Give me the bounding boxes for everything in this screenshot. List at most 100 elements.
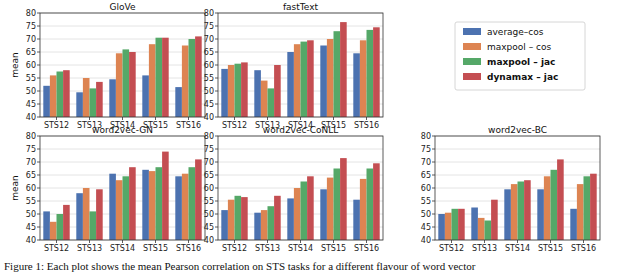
x-tick-label: STS14 <box>288 244 313 253</box>
tick-label: 40 <box>204 113 214 122</box>
x-tick <box>155 240 156 243</box>
grid-line <box>218 149 383 150</box>
bar <box>367 169 374 241</box>
tick <box>37 162 40 163</box>
x-tick <box>89 117 90 120</box>
tick-label: 50 <box>26 210 36 219</box>
bar <box>116 53 123 117</box>
bar <box>261 210 268 240</box>
x-tick-label: STS12 <box>222 121 247 130</box>
x-tick <box>366 240 367 243</box>
bar <box>334 169 341 241</box>
bar <box>90 211 97 240</box>
tick-label: 55 <box>204 74 214 83</box>
bar <box>254 70 261 117</box>
bar <box>301 182 308 241</box>
bar <box>445 213 452 240</box>
grid-line <box>40 175 205 176</box>
frame <box>40 13 205 117</box>
x-tick-label: STS12 <box>44 244 69 253</box>
tick <box>37 91 40 92</box>
legend-swatch <box>463 28 481 35</box>
bar <box>518 182 525 241</box>
tick <box>215 214 218 215</box>
bar <box>524 180 531 240</box>
bar <box>353 200 360 240</box>
bar <box>96 189 103 240</box>
bars <box>438 159 596 240</box>
bar <box>551 170 558 240</box>
x-tick-label: STS12 <box>439 244 464 253</box>
x-tick <box>188 240 189 243</box>
bar <box>320 189 327 240</box>
tick <box>37 78 40 79</box>
bar <box>142 170 149 240</box>
bar <box>235 196 242 240</box>
panel-title: word2vec-BC <box>488 125 547 135</box>
x-tick <box>155 117 156 120</box>
bars <box>221 22 379 117</box>
tick-label: 45 <box>26 223 36 232</box>
tick-label: 75 <box>204 145 214 154</box>
tick-label: 70 <box>26 158 36 167</box>
bar <box>254 213 261 240</box>
bars <box>43 36 201 117</box>
legend-label: maxpool – jac <box>487 57 555 67</box>
bar <box>109 79 116 117</box>
grid-line <box>435 162 600 163</box>
bar <box>452 209 459 240</box>
bar <box>195 36 202 117</box>
bars <box>221 158 379 240</box>
x-tick <box>56 117 57 120</box>
bar <box>327 39 334 117</box>
bar <box>268 206 275 240</box>
tick-label: 60 <box>421 184 431 193</box>
tick <box>432 227 435 228</box>
bar <box>109 174 116 240</box>
bar <box>274 196 281 240</box>
bar <box>129 52 136 117</box>
x-tick <box>267 117 268 120</box>
tick <box>37 117 40 118</box>
tick <box>215 149 218 150</box>
bar <box>307 176 314 240</box>
bar <box>175 176 182 240</box>
grid-line <box>40 149 205 150</box>
bar <box>373 27 380 117</box>
tick-label: 40 <box>421 236 431 245</box>
tick <box>215 227 218 228</box>
bar <box>360 40 367 117</box>
grid-line <box>435 175 600 176</box>
tick-label: 65 <box>26 48 36 57</box>
bar <box>116 180 123 240</box>
bar <box>221 210 228 240</box>
tick-label: 55 <box>204 197 214 206</box>
bar <box>373 163 380 240</box>
bar <box>353 53 360 117</box>
bar <box>123 49 130 117</box>
bar <box>327 178 334 240</box>
bar <box>83 188 90 240</box>
tick <box>37 175 40 176</box>
bar <box>334 31 341 117</box>
bar <box>340 22 347 117</box>
grid-line <box>218 162 383 163</box>
bar <box>43 86 50 117</box>
panel: 404550556065707580STS12STS13STS14STS15ST… <box>10 125 205 253</box>
bar <box>76 193 83 240</box>
bar <box>142 75 149 117</box>
x-tick <box>56 240 57 243</box>
tick <box>432 214 435 215</box>
tick <box>215 175 218 176</box>
tick <box>432 162 435 163</box>
bar <box>504 189 511 240</box>
frame <box>218 13 383 117</box>
panel-title: GloVe <box>110 2 136 12</box>
bar <box>228 65 235 117</box>
x-tick-label: STS12 <box>222 244 247 253</box>
bar <box>235 64 242 117</box>
tick <box>37 227 40 228</box>
grid-line <box>218 175 383 176</box>
grid-line <box>218 39 383 40</box>
bar <box>241 197 248 240</box>
